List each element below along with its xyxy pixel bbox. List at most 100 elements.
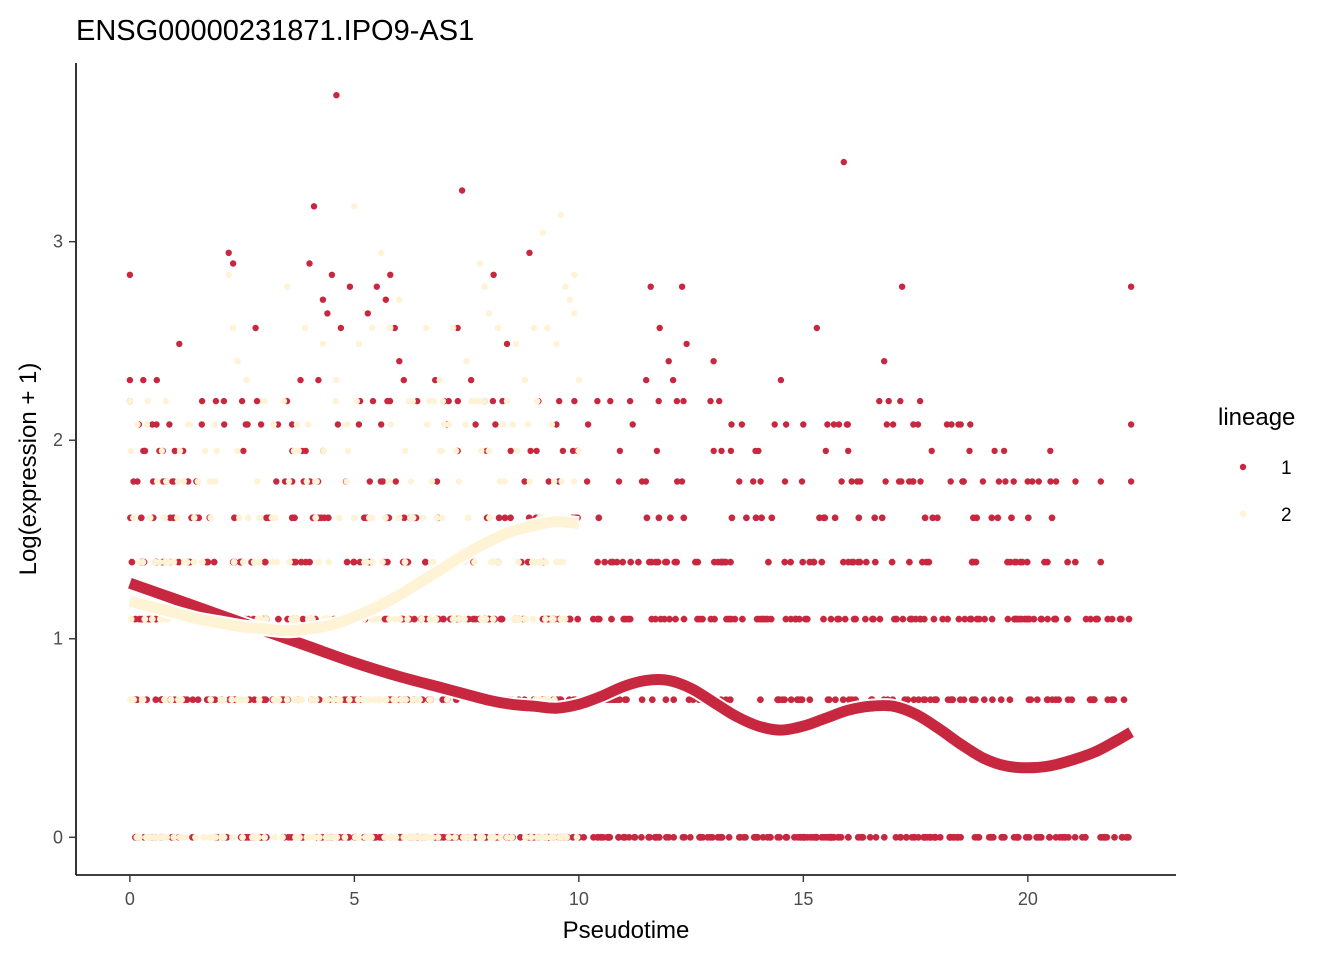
data-point-lineage-1 bbox=[253, 397, 261, 405]
data-point-lineage-1 bbox=[897, 397, 904, 405]
data-point-lineage-1 bbox=[848, 478, 855, 485]
data-point-lineage-1 bbox=[647, 283, 654, 290]
data-point-lineage-1 bbox=[686, 833, 694, 841]
data-point-lineage-1 bbox=[956, 696, 964, 704]
data-point-lineage-2 bbox=[571, 310, 578, 317]
data-point-lineage-1 bbox=[377, 478, 384, 485]
data-point-lineage-1 bbox=[1050, 615, 1058, 623]
data-point-lineage-1 bbox=[288, 421, 296, 428]
data-point-lineage-1 bbox=[238, 397, 246, 405]
data-point-lineage-1 bbox=[334, 421, 342, 428]
legend-key-lineage-2 bbox=[1239, 510, 1247, 518]
data-point-lineage-1 bbox=[126, 376, 134, 384]
data-point-lineage-1 bbox=[656, 324, 663, 332]
data-point-lineage-2 bbox=[566, 296, 574, 303]
data-point-lineage-1 bbox=[386, 397, 394, 405]
legend-label-lineage-2: 2 bbox=[1281, 505, 1292, 526]
data-point-lineage-1 bbox=[813, 324, 820, 332]
data-point-lineage-1 bbox=[1120, 696, 1128, 704]
data-point-lineage-1 bbox=[670, 696, 678, 704]
data-point-lineage-1 bbox=[909, 478, 916, 485]
data-point-lineage-1 bbox=[1014, 833, 1022, 841]
data-point-lineage-2 bbox=[496, 833, 504, 841]
data-point-lineage-2 bbox=[386, 615, 393, 623]
data-point-lineage-2 bbox=[418, 615, 426, 623]
data-point-lineage-2 bbox=[148, 615, 156, 623]
data-point-lineage-2 bbox=[345, 696, 353, 704]
data-point-lineage-1 bbox=[297, 376, 304, 384]
data-point-lineage-1 bbox=[967, 615, 975, 623]
data-point-lineage-2 bbox=[396, 615, 404, 623]
data-point-lineage-1 bbox=[378, 421, 385, 428]
data-point-lineage-1 bbox=[533, 447, 540, 455]
data-point-lineage-2 bbox=[532, 558, 539, 566]
data-point-lineage-2 bbox=[192, 833, 199, 841]
data-point-lineage-1 bbox=[503, 340, 511, 348]
data-point-lineage-2 bbox=[239, 558, 247, 566]
data-point-lineage-1 bbox=[800, 421, 807, 428]
data-point-lineage-1 bbox=[781, 478, 789, 485]
data-point-lineage-1 bbox=[261, 558, 269, 566]
data-point-lineage-1 bbox=[710, 358, 717, 365]
data-point-lineage-2 bbox=[530, 324, 538, 332]
data-point-lineage-1 bbox=[589, 615, 597, 623]
data-point-lineage-2 bbox=[225, 271, 232, 278]
data-point-lineage-1 bbox=[1094, 615, 1102, 623]
data-point-lineage-1 bbox=[787, 696, 795, 704]
x-axis-ticks: 0 5 10 15 20 bbox=[125, 875, 1038, 909]
data-point-lineage-2 bbox=[333, 376, 340, 384]
data-point-lineage-2 bbox=[515, 558, 522, 566]
data-point-lineage-1 bbox=[501, 514, 509, 522]
data-point-lineage-1 bbox=[1038, 615, 1046, 623]
data-point-lineage-2 bbox=[310, 833, 317, 841]
data-point-lineage-1 bbox=[185, 478, 192, 485]
data-point-lineage-2 bbox=[229, 324, 237, 332]
fit-line-lineage-2 bbox=[128, 516, 580, 637]
data-point-lineage-1 bbox=[526, 249, 533, 256]
x-axis-title: Pseudotime bbox=[563, 917, 690, 944]
data-point-lineage-1 bbox=[1033, 696, 1041, 704]
data-point-lineage-1 bbox=[793, 696, 801, 704]
data-point-lineage-1 bbox=[355, 421, 363, 428]
x-tick-label: 0 bbox=[125, 889, 135, 909]
data-point-lineage-1 bbox=[710, 447, 717, 455]
data-point-lineage-2 bbox=[270, 421, 277, 428]
data-point-lineage-1 bbox=[1022, 833, 1030, 841]
data-point-lineage-1 bbox=[400, 376, 407, 384]
data-point-lineage-2 bbox=[212, 421, 219, 428]
y-axis-ticks: 0 1 2 3 bbox=[53, 232, 76, 847]
data-point-lineage-2 bbox=[290, 447, 298, 455]
data-point-lineage-1 bbox=[315, 376, 322, 384]
data-point-lineage-1 bbox=[198, 397, 206, 405]
data-point-lineage-1 bbox=[657, 615, 665, 623]
data-point-lineage-1 bbox=[306, 558, 313, 566]
data-point-lineage-1 bbox=[1108, 615, 1116, 623]
data-point-lineage-2 bbox=[292, 615, 299, 623]
data-point-lineage-2 bbox=[335, 514, 343, 522]
data-point-lineage-1 bbox=[274, 615, 282, 623]
data-point-lineage-1 bbox=[556, 397, 563, 405]
data-point-lineage-1 bbox=[727, 447, 735, 455]
data-point-lineage-1 bbox=[1006, 696, 1014, 704]
legend-label-lineage-1: 1 bbox=[1281, 458, 1292, 479]
data-point-lineage-2 bbox=[423, 324, 430, 332]
data-point-lineage-1 bbox=[472, 421, 479, 428]
data-point-lineage-2 bbox=[252, 833, 259, 841]
data-point-lineage-1 bbox=[583, 478, 591, 485]
data-point-lineage-2 bbox=[407, 478, 414, 485]
data-point-lineage-2 bbox=[244, 514, 252, 522]
data-point-lineage-1 bbox=[672, 615, 679, 623]
data-point-lineage-1 bbox=[839, 696, 847, 704]
data-point-lineage-1 bbox=[645, 558, 653, 566]
data-point-lineage-1 bbox=[1044, 558, 1051, 566]
data-point-lineage-1 bbox=[925, 558, 933, 566]
data-point-lineage-1 bbox=[893, 615, 900, 623]
data-point-lineage-1 bbox=[665, 358, 672, 365]
data-point-lineage-1 bbox=[1064, 558, 1072, 566]
x-tick-label: 5 bbox=[349, 889, 359, 909]
data-point-lineage-1 bbox=[1033, 833, 1041, 841]
data-point-lineage-1 bbox=[1055, 696, 1063, 704]
data-point-lineage-1 bbox=[1097, 478, 1105, 485]
data-point-lineage-2 bbox=[527, 833, 535, 841]
